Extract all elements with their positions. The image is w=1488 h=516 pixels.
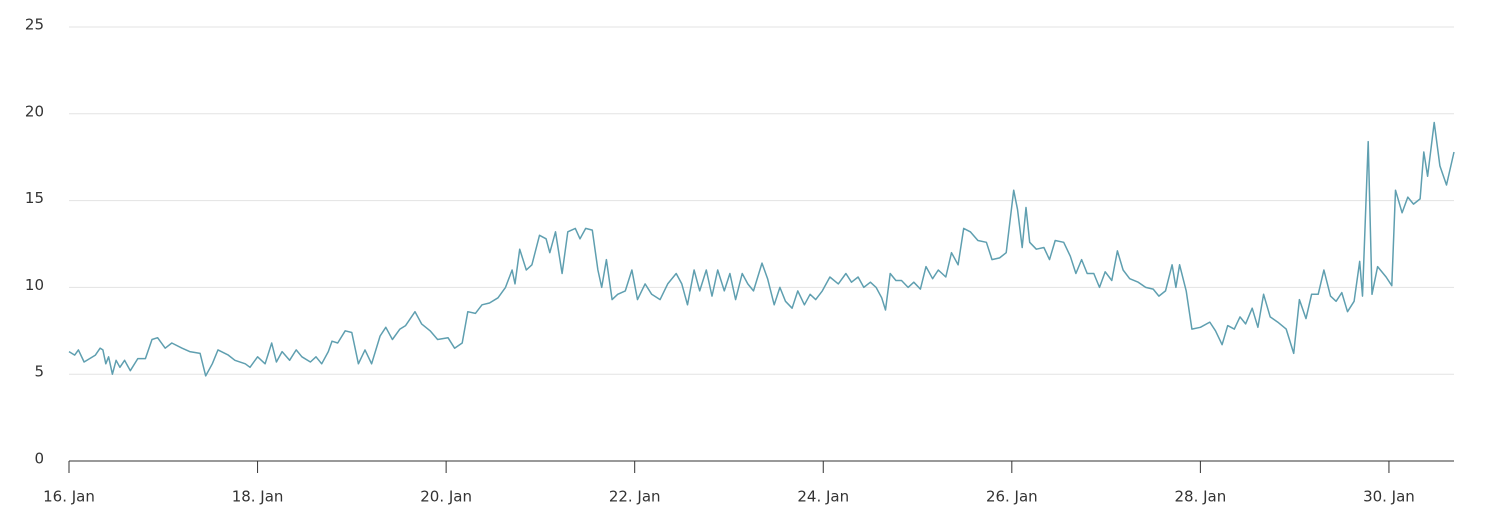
x-tick-label: 18. Jan xyxy=(232,488,284,506)
data-line xyxy=(68,121,1455,377)
x-tick-label: 22. Jan xyxy=(609,488,661,506)
x-tick-label: 24. Jan xyxy=(797,488,849,506)
x-tick-label: 30. Jan xyxy=(1363,488,1415,506)
x-tick-label: 28. Jan xyxy=(1175,488,1227,506)
x-tick-label: 20. Jan xyxy=(420,488,472,506)
y-tick-label: 5 xyxy=(34,363,44,381)
y-tick-label: 25 xyxy=(25,16,44,34)
y-tick-label: 0 xyxy=(34,450,44,468)
x-tick-label: 16. Jan xyxy=(43,488,95,506)
x-tick-label: 26. Jan xyxy=(986,488,1038,506)
y-tick-label: 10 xyxy=(25,276,44,294)
y-tick-label: 20 xyxy=(25,102,44,120)
y-tick-label: 15 xyxy=(25,189,44,207)
